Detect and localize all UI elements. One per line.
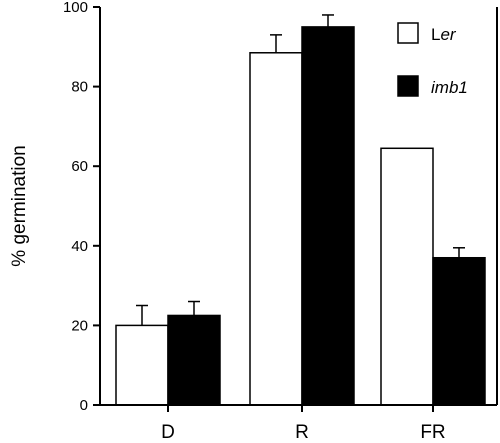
bar-ler-r [249, 52, 303, 406]
legend-label-ler: Ler [431, 25, 457, 44]
y-ticks-layer: 0 20 40 60 80 100 [63, 0, 100, 414]
y-tick-label: 100 [63, 0, 88, 16]
legend-label-imb1: imb1 [431, 78, 468, 97]
legend-swatch-ler [397, 22, 419, 44]
bars-layer [115, 26, 486, 406]
legend: Ler imb1 [397, 22, 468, 97]
bar-ler-d [115, 324, 169, 406]
bar-imb1-fr [432, 256, 486, 406]
bar-ler-fr [380, 147, 434, 406]
y-tick-label: 60 [71, 158, 88, 175]
x-tick-label: FR [420, 422, 445, 443]
bar-imb1-d [167, 314, 221, 406]
error-bars-layer [136, 14, 465, 326]
y-tick-label: 20 [71, 317, 88, 334]
y-tick-label: 0 [80, 397, 88, 414]
y-tick-label: 80 [71, 79, 88, 96]
y-tick-label: 40 [71, 238, 88, 255]
axes-layer [99, 7, 498, 406]
legend-swatch-imb1 [397, 75, 419, 97]
bar-imb1-r [301, 26, 355, 406]
x-labels-layer: D R FR [161, 405, 446, 443]
x-tick-label: R [295, 422, 309, 443]
x-tick-label: D [161, 422, 175, 443]
y-axis-title: % germination [9, 145, 30, 266]
